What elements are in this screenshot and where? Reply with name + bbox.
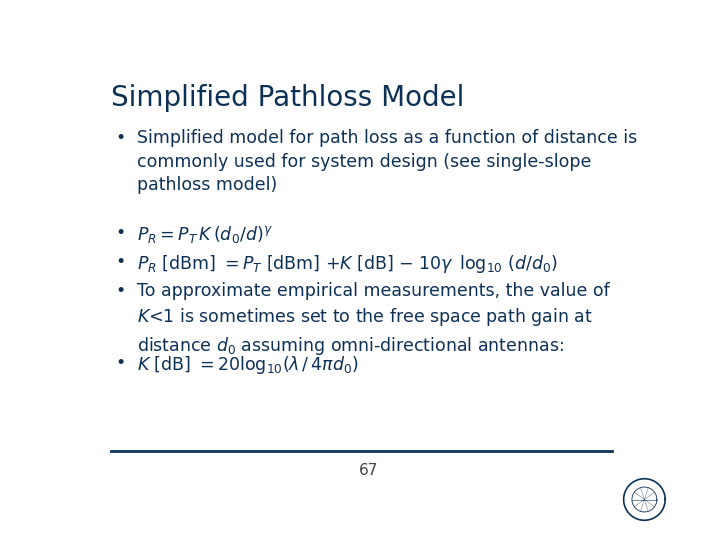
Text: Simplified Pathloss Model: Simplified Pathloss Model [111,84,464,112]
Text: •: • [115,282,125,300]
Text: •: • [115,224,125,241]
Text: •: • [115,354,125,372]
Text: 67: 67 [359,463,379,478]
Text: $P_R$ [dBm] $= P_T$ [dBm] $+ K$ [dB] $-$ 10$\gamma\,$ log$_{10}$ $(d/d_0)$: $P_R$ [dBm] $= P_T$ [dBm] $+ K$ [dB] $-$… [138,253,558,275]
Text: Simplified model for path loss as a function of distance is
commonly used for sy: Simplified model for path loss as a func… [138,129,638,194]
Text: •: • [115,253,125,271]
Text: $K$ [dB] $= 20$log$_{10}(\lambda\,/\,4\pi d_0)$: $K$ [dB] $= 20$log$_{10}(\lambda\,/\,4\p… [138,354,359,376]
Text: $P_R = P_T\,K\,(d_0/d)^\gamma$: $P_R = P_T\,K\,(d_0/d)^\gamma$ [138,224,273,245]
Text: To approximate empirical measurements, the value of
$K$<1 is sometimes set to th: To approximate empirical measurements, t… [138,282,610,356]
Text: •: • [115,129,125,147]
